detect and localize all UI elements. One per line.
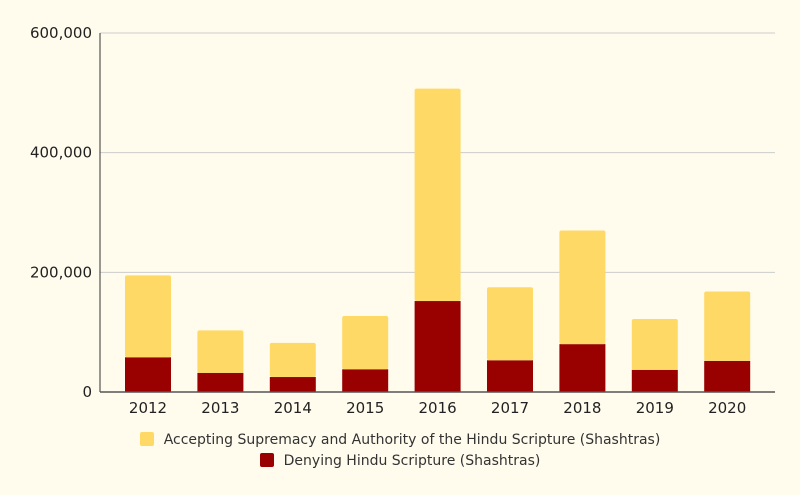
y-tick-label: 0 [82, 383, 92, 401]
x-tick-label: 2017 [491, 399, 529, 417]
bar-accepting [704, 291, 751, 361]
bar-accepting [559, 230, 606, 345]
y-tick-label: 600,000 [30, 24, 92, 42]
bar-accepting [631, 319, 678, 370]
bar-denying [342, 369, 389, 392]
bar-denying [125, 357, 171, 392]
bar-denying [414, 301, 461, 392]
bar-denying [269, 377, 316, 392]
bar-accepting [342, 316, 389, 370]
legend-item-denying[interactable]: Denying Hindu Scripture (Shashtras) [0, 453, 800, 469]
bar-accepting [197, 330, 244, 373]
bar-accepting [414, 88, 461, 302]
legend-swatch-denying [259, 453, 274, 467]
bar-denying [559, 344, 606, 392]
bar-denying [631, 369, 678, 392]
legend-swatch-accepting [139, 432, 154, 446]
x-tick-label: 2015 [346, 399, 384, 417]
x-tick-label: 2013 [201, 399, 239, 417]
y-tick-label: 200,000 [30, 263, 92, 281]
bar-denying [704, 360, 751, 392]
x-tick-label: 2020 [708, 399, 746, 417]
x-tick-label: 2019 [636, 399, 674, 417]
legend-label-denying: Denying Hindu Scripture (Shashtras) [283, 453, 541, 469]
bar-accepting [487, 287, 533, 361]
x-tick-label: 2016 [419, 399, 457, 417]
bar-denying [487, 360, 533, 392]
legend-label-accepting: Accepting Supremacy and Authority of the… [163, 432, 661, 448]
x-tick-label: 2014 [274, 399, 312, 417]
legend-item-accepting[interactable]: Accepting Supremacy and Authority of the… [0, 432, 800, 448]
bar-accepting [269, 342, 316, 378]
bar-denying [197, 372, 244, 392]
x-tick-label: 2018 [563, 399, 601, 417]
bar-accepting [125, 275, 171, 358]
y-tick-label: 400,000 [30, 144, 92, 162]
x-tick-label: 2012 [129, 399, 167, 417]
stacked-bar-chart: 0 200,000 400,000 600,000 2012 2013 2014 2015 20… [30, 24, 775, 417]
